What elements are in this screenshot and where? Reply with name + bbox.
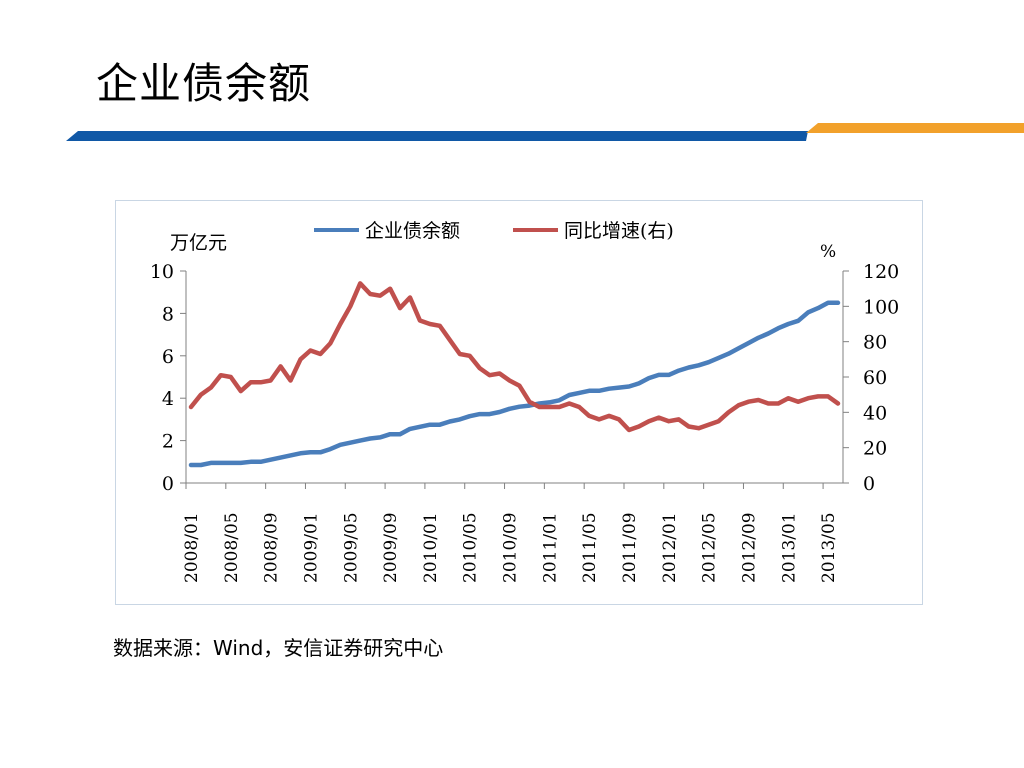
y-right-tick-label: 100 bbox=[863, 296, 899, 318]
x-tick-label: 2012/01 bbox=[660, 512, 680, 583]
y-right-tick-label: 120 bbox=[863, 261, 899, 283]
y-left-tick-label: 10 bbox=[150, 261, 174, 283]
title-underline-blue bbox=[66, 131, 808, 141]
legend-label-corporate-bond-balance: 企业债余额 bbox=[365, 220, 460, 242]
y-left-tick-label: 6 bbox=[162, 346, 174, 368]
x-tick-label: 2009/09 bbox=[381, 512, 401, 583]
y-left-axis-label: 万亿元 bbox=[170, 232, 227, 254]
y-left-tick-label: 8 bbox=[162, 303, 174, 325]
x-tick-label: 2012/05 bbox=[700, 512, 720, 583]
x-tick-label: 2012/09 bbox=[739, 512, 759, 583]
x-tick-label: 2010/01 bbox=[421, 512, 441, 583]
x-tick-label: 2008/09 bbox=[262, 512, 282, 583]
y-right-tick-labels: 0 20 40 60 80 100 120 bbox=[863, 261, 899, 495]
x-tick-label: 2008/01 bbox=[182, 512, 202, 583]
y-left-tick-label: 4 bbox=[162, 388, 174, 410]
x-tick-label: 2011/09 bbox=[620, 512, 640, 583]
y-left-tick-label: 2 bbox=[162, 431, 174, 453]
y-right-tick-label: 80 bbox=[863, 332, 887, 354]
chart-legend: 企业债余额 同比增速(右) bbox=[314, 220, 674, 242]
series-lines bbox=[188, 281, 841, 468]
y-left-tick-labels: 0 2 4 6 8 10 bbox=[150, 261, 174, 495]
y-right-tick-label: 40 bbox=[863, 402, 887, 424]
x-tick-label: 2009/01 bbox=[301, 512, 321, 583]
series-line-yoy-growth bbox=[188, 281, 841, 433]
y-right-tick-label: 0 bbox=[863, 473, 875, 495]
chart-frame: 企业债余额 同比增速(右) 万亿元 % 0 2 4 6 8 10 0 20 40 60 80 100… bbox=[115, 200, 923, 605]
x-tick-label: 2013/01 bbox=[779, 512, 799, 583]
x-tick-label: 2010/05 bbox=[461, 512, 481, 583]
chart-axes bbox=[180, 270, 849, 489]
series-line-corporate-bond-balance bbox=[188, 300, 841, 468]
legend-label-yoy-growth: 同比增速(右) bbox=[564, 220, 674, 242]
y-right-tick-label: 60 bbox=[863, 367, 887, 389]
y-left-tick-label: 0 bbox=[162, 473, 174, 495]
x-tick-labels: 2008/01 2008/05 2008/09 2009/01 2009/05 2009/… bbox=[182, 512, 839, 583]
x-tick-label: 2008/05 bbox=[222, 512, 242, 583]
slide-title: 企业债余额 bbox=[96, 59, 312, 108]
x-tick-label: 2009/05 bbox=[341, 512, 361, 583]
x-tick-label: 2011/05 bbox=[580, 512, 600, 583]
y-right-axis-label: % bbox=[820, 242, 836, 262]
x-tick-label: 2013/05 bbox=[819, 512, 839, 583]
x-tick-label: 2011/01 bbox=[540, 512, 560, 583]
source-note: 数据来源：Wind，安信证券研究中心 bbox=[113, 636, 444, 660]
y-right-tick-label: 20 bbox=[863, 438, 887, 460]
line-chart: 企业债余额 同比增速(右) 万亿元 % 0 2 4 6 8 10 0 20 40 60 80 100… bbox=[150, 220, 899, 583]
x-tick-label: 2010/09 bbox=[501, 512, 521, 583]
title-underline-orange bbox=[806, 123, 1024, 133]
